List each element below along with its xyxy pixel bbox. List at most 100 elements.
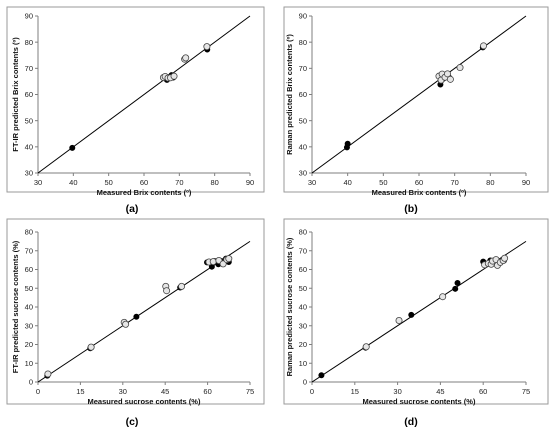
data-point-open: [395, 316, 403, 324]
x-axis-title: Measured Brix contents (º): [97, 188, 192, 197]
x-tick-label: 50: [379, 178, 387, 187]
x-tick-label: 60: [415, 178, 423, 187]
y-tick-label: 60: [25, 90, 33, 99]
y-tick-label: 60: [25, 265, 33, 274]
data-point-filled: [454, 279, 461, 286]
x-tick-label: 40: [343, 178, 351, 187]
y-tick-label: 30: [25, 169, 33, 178]
y-tick-label: 30: [299, 321, 307, 330]
data-point-open: [209, 258, 217, 266]
data-point-filled: [408, 311, 415, 318]
y-tick-label: 30: [299, 169, 307, 178]
data-point-filled: [69, 144, 76, 151]
x-axis-title: Measured Brix contents (º): [372, 188, 467, 197]
data-point-open: [225, 255, 233, 263]
x-tick-label: 70: [175, 178, 183, 187]
y-tick-label: 90: [299, 12, 307, 21]
data-point-open: [163, 287, 171, 295]
data-point-open: [44, 370, 52, 378]
y-tick-label: 40: [25, 143, 33, 152]
x-tick-label: 45: [161, 387, 169, 396]
data-point-open: [182, 54, 190, 62]
data-point-open: [122, 320, 130, 328]
data-point-filled: [344, 140, 351, 147]
y-tick-label: 90: [25, 12, 33, 21]
x-tick-label: 70: [450, 178, 458, 187]
data-point-open: [87, 343, 95, 351]
y-tick-label: 20: [299, 340, 307, 349]
data-point-open: [446, 75, 454, 83]
y-tick-label: 30: [25, 321, 33, 330]
x-tick-label: 40: [69, 178, 77, 187]
y-tick-label: 70: [299, 246, 307, 255]
x-tick-label: 90: [246, 178, 254, 187]
y-tick-label: 70: [25, 246, 33, 255]
x-tick-label: 30: [308, 178, 316, 187]
y-tick-label: 20: [25, 340, 33, 349]
data-point-open: [203, 43, 211, 51]
y-tick-label: 70: [299, 64, 307, 73]
data-point-filled: [452, 285, 459, 292]
x-tick-label: 30: [119, 387, 127, 396]
data-point-open: [501, 254, 509, 262]
x-tick-label: 45: [436, 387, 444, 396]
y-tick-label: 60: [299, 265, 307, 274]
y-tick-label: 80: [25, 38, 33, 47]
y-axis-title: Raman predicted sucrose contents (%): [285, 237, 294, 376]
panel-label-b: (b): [404, 203, 417, 215]
x-tick-label: 15: [76, 387, 84, 396]
x-tick-label: 60: [479, 387, 487, 396]
x-tick-label: 75: [522, 387, 530, 396]
x-tick-label: 60: [203, 387, 211, 396]
y-tick-label: 80: [25, 228, 33, 237]
y-tick-label: 80: [299, 38, 307, 47]
y-tick-label: 10: [25, 359, 33, 368]
data-point-open: [456, 64, 464, 72]
chart-panel-a: 30 40 50 60 70 80 90 30 40 50 60 70 80 90 Measured Bri…: [6, 6, 265, 197]
x-tick-label: 80: [210, 178, 218, 187]
x-tick-label: 75: [246, 387, 254, 396]
y-tick-label: 50: [299, 284, 307, 293]
data-point-filled: [318, 372, 325, 379]
y-tick-label: 40: [299, 143, 307, 152]
y-tick-label: 10: [299, 359, 307, 368]
y-tick-label: 0: [29, 378, 33, 387]
x-tick-label: 30: [34, 178, 42, 187]
x-tick-label: 0: [36, 387, 40, 396]
chart-panel-c: 0 15 30 45 60 75 0 10 20 30 40 50 60 70 80 Measured suc…: [6, 218, 265, 406]
y-tick-label: 50: [299, 116, 307, 125]
x-tick-label: 90: [522, 178, 530, 187]
x-tick-label: 30: [393, 387, 401, 396]
data-point-filled: [133, 313, 140, 320]
data-point-open: [178, 282, 186, 290]
x-tick-label: 80: [486, 178, 494, 187]
data-point-open: [444, 70, 452, 78]
y-tick-label: 80: [299, 228, 307, 237]
y-axis-title: FT-IR predicted sucrose contents (%): [11, 240, 20, 373]
y-tick-label: 0: [303, 378, 307, 387]
chart-panel-b: 30 40 50 60 70 80 90 30 40 50 60 70 80 90 Measured Bri…: [283, 6, 549, 197]
y-tick-label: 40: [299, 303, 307, 312]
x-axis-title: Measured sucrose contents (%): [363, 397, 476, 406]
y-axis-title: Raman predicted Brix contents (º): [285, 34, 294, 155]
panel-label-a: (a): [126, 203, 139, 215]
y-tick-label: 50: [25, 116, 33, 125]
y-tick-label: 60: [299, 90, 307, 99]
x-axis-title: Measured sucrose contents (%): [88, 397, 201, 406]
panel-label-c: (c): [126, 416, 139, 428]
x-tick-label: 15: [351, 387, 359, 396]
y-tick-label: 70: [25, 64, 33, 73]
chart-frame: [283, 218, 549, 405]
chart-panel-d: 0 15 30 45 60 75 0 10 20 30 40 50 60 70 80 Measured suc…: [283, 218, 549, 406]
data-point-open: [439, 293, 447, 301]
y-tick-label: 40: [25, 303, 33, 312]
y-tick-label: 50: [25, 284, 33, 293]
x-tick-label: 60: [140, 178, 148, 187]
data-point-open: [480, 42, 488, 50]
x-tick-label: 50: [104, 178, 112, 187]
data-point-open: [362, 343, 370, 351]
data-point-open: [170, 72, 178, 80]
x-tick-label: 0: [310, 387, 314, 396]
panel-label-d: (d): [404, 416, 417, 428]
